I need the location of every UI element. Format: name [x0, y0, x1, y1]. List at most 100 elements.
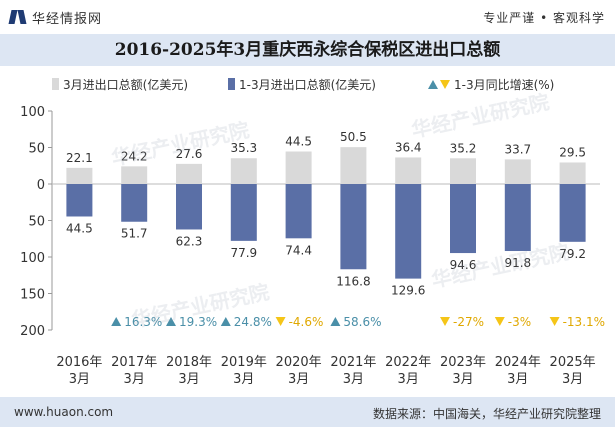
data-label-cumulative: 116.8: [336, 274, 370, 288]
legend-item-monthly: 3月进出口总额(亿美元): [52, 74, 188, 94]
chart-title: 2016-2025年3月重庆西永综合保税区进出口总额: [114, 40, 501, 60]
x-tick-label-month: 3月: [452, 372, 473, 387]
bar-cumulative: [340, 184, 367, 270]
growth-up-marker: [330, 317, 341, 326]
chart-plot: 100 50 0 50 100 150 200 22.1 44.5 2016年 3月 24.2 51.7…: [20, 105, 605, 387]
triangle-down-icon: [440, 79, 450, 89]
growth-down-marker: [440, 317, 450, 326]
growth-down-marker: [549, 317, 560, 326]
legend-label-cumulative: 1-3月进出口总额(亿美元): [239, 77, 376, 92]
triangle-up-icon: [428, 79, 438, 89]
x-tick-label-month: 3月: [288, 372, 309, 387]
data-label-cumulative: 51.7: [121, 227, 148, 241]
bar-monthly: [395, 157, 422, 184]
bar-cumulative: [66, 184, 93, 217]
data-label-cumulative: 79.2: [559, 247, 586, 261]
bar-cumulative: [559, 184, 586, 242]
data-label-monthly: 35.3: [230, 141, 257, 155]
growth-label: 24.8%: [234, 315, 272, 329]
logo-text: 华经情报网: [32, 11, 103, 27]
bar-monthly: [340, 147, 367, 184]
legend-item-cumulative: 1-3月进出口总额(亿美元): [228, 74, 376, 94]
legend-swatch-cumulative: [228, 78, 235, 90]
bar-cumulative: [285, 184, 312, 239]
growth-up-marker: [111, 317, 122, 326]
x-tick-label-year: 2019年: [221, 355, 267, 370]
x-tick-label-month: 3月: [124, 372, 145, 387]
x-tick-label-year: 2025年: [550, 355, 596, 370]
data-label-monthly: 36.4: [395, 140, 422, 154]
legend-swatch-monthly: [52, 78, 59, 90]
legend-item-growth: 1-3月同比增速(%): [428, 74, 554, 94]
legend-label-monthly: 3月进出口总额(亿美元): [63, 77, 188, 92]
bar-cumulative: [395, 184, 422, 279]
bar-monthly: [230, 158, 257, 184]
data-label-cumulative: 44.5: [66, 221, 93, 235]
growth-down-marker: [494, 317, 505, 326]
x-tick-label-year: 2016年: [56, 355, 102, 370]
top-bar: 华经情报网 专业严谨 • 客观科学: [0, 0, 615, 34]
y-tick-label: 50: [28, 142, 45, 157]
data-label-monthly: 44.5: [285, 135, 312, 149]
data-label-cumulative: 91.8: [504, 256, 531, 270]
x-tick-label-year: 2017年: [111, 355, 157, 370]
data-label-cumulative: 94.6: [450, 258, 477, 272]
data-label-monthly: 50.5: [340, 130, 367, 144]
bar-monthly: [559, 162, 586, 184]
growth-label: -27%: [453, 315, 484, 329]
x-tick-label-year: 2022年: [385, 355, 431, 370]
x-tick-label-year: 2024年: [495, 355, 541, 370]
legend-label-growth: 1-3月同比增速(%): [454, 77, 555, 92]
data-source: 数据来源：中国海关，华经产业研究院整理: [372, 407, 601, 421]
data-label-monthly: 27.6: [176, 147, 203, 161]
bar-monthly: [504, 159, 531, 184]
y-tick-label: 100: [20, 251, 45, 266]
bar-cumulative: [504, 184, 531, 252]
x-tick-label-year: 2023年: [440, 355, 486, 370]
title-bar: [0, 34, 615, 66]
x-tick-label-month: 3月: [178, 372, 199, 387]
footer-bar: [0, 397, 615, 427]
x-tick-label-year: 2018年: [166, 355, 212, 370]
data-label-cumulative: 62.3: [176, 234, 203, 248]
bar-cumulative: [230, 184, 257, 241]
growth-up-marker: [220, 317, 231, 326]
x-tick-label-year: 2020年: [276, 355, 322, 370]
bar-cumulative: [121, 184, 148, 222]
data-label-monthly: 35.2: [450, 141, 477, 155]
bar-monthly: [176, 163, 202, 184]
bar-monthly: [66, 167, 93, 184]
data-label-cumulative: 129.6: [391, 284, 425, 298]
growth-label: -13.1%: [563, 315, 605, 329]
y-tick-label: 0: [37, 178, 45, 193]
slogan: 专业严谨 • 客观科学: [483, 11, 605, 25]
data-label-monthly: 22.1: [66, 151, 93, 165]
y-tick-label: 100: [20, 105, 45, 120]
data-label-monthly: 33.7: [504, 142, 531, 156]
growth-label: -4.6%: [289, 315, 324, 329]
growth-label: 58.6%: [343, 315, 381, 329]
growth-label: -3%: [508, 315, 531, 329]
growth-label: 19.3%: [179, 315, 217, 329]
x-tick-label-month: 3月: [343, 372, 364, 387]
x-tick-label-month: 3月: [398, 372, 419, 387]
y-tick-label: 50: [28, 215, 45, 230]
y-tick-label: 200: [20, 324, 45, 339]
bar-cumulative: [176, 184, 202, 230]
chart-legend: 3月进出口总额(亿美元) 1-3月进出口总额(亿美元) 1-3月同比增速(%): [0, 74, 615, 94]
data-label-monthly: 29.5: [559, 145, 586, 159]
logo[interactable]: 华经情报网: [10, 8, 103, 27]
x-tick-label-month: 3月: [507, 372, 528, 387]
data-label-cumulative: 74.4: [285, 243, 312, 257]
website-link[interactable]: www.huaon.com: [14, 405, 114, 419]
y-tick-label: 150: [20, 288, 45, 303]
bar-monthly: [285, 151, 312, 184]
growth-label: 16.3%: [124, 315, 162, 329]
growth-down-marker: [275, 317, 286, 326]
x-tick-label-month: 3月: [233, 372, 254, 387]
x-tick-label-year: 2021年: [330, 355, 376, 370]
bar-monthly: [450, 158, 476, 184]
growth-up-marker: [166, 317, 176, 326]
x-tick-label-month: 3月: [562, 372, 583, 387]
data-label-cumulative: 77.9: [230, 246, 257, 260]
